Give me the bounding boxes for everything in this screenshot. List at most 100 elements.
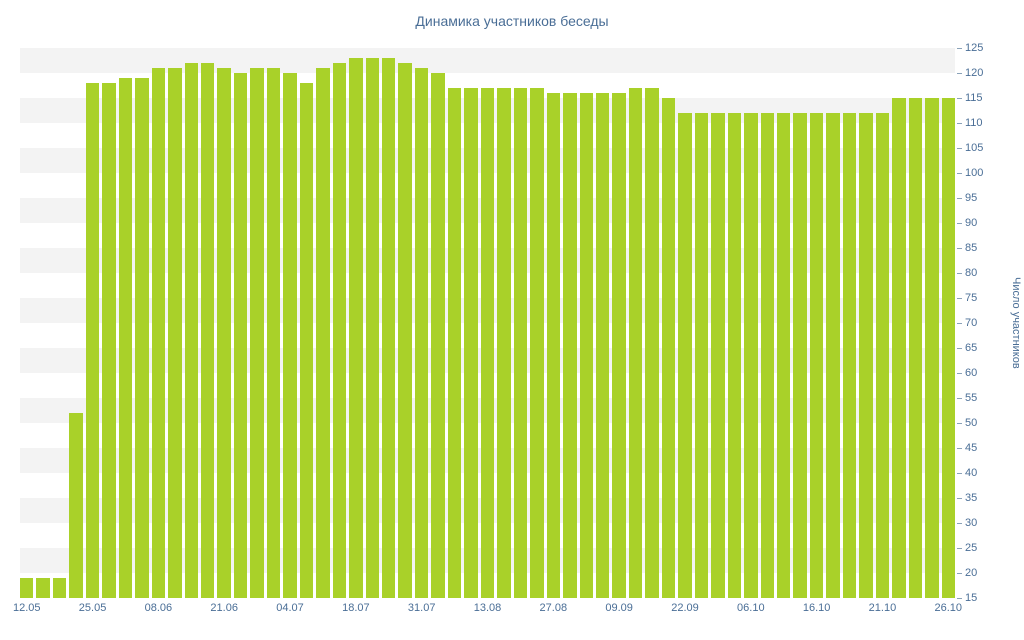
y-tick-mark [957, 573, 962, 574]
x-tick-label: 18.07 [342, 602, 370, 614]
bar[interactable] [349, 58, 363, 598]
bar[interactable] [36, 578, 50, 598]
bar[interactable] [579, 93, 593, 598]
bar[interactable] [727, 113, 742, 598]
y-tick-mark [957, 498, 962, 499]
bar[interactable] [299, 83, 314, 598]
bar[interactable] [464, 88, 478, 598]
y-tick-mark [957, 423, 962, 424]
x-tick-label: 13.08 [473, 602, 502, 614]
x-tick-label: 12.05 [12, 602, 41, 614]
bar[interactable] [431, 73, 445, 598]
bar[interactable] [809, 113, 824, 598]
bar[interactable] [233, 73, 248, 598]
bar[interactable] [892, 98, 906, 598]
bar[interactable] [497, 88, 511, 598]
y-tick-mark [957, 473, 962, 474]
bar[interactable] [776, 113, 791, 598]
y-tick-label: 70 [965, 317, 978, 329]
y-tick-mark [957, 598, 962, 599]
y-tick-label: 85 [965, 242, 978, 254]
x-tick-label: 21.10 [868, 602, 897, 614]
bar[interactable] [546, 93, 561, 598]
y-tick-mark [957, 73, 962, 74]
bar[interactable] [859, 113, 873, 598]
x-tick-label: 21.06 [210, 602, 238, 614]
bar[interactable] [217, 68, 231, 598]
bar[interactable] [201, 63, 215, 598]
bar[interactable] [661, 98, 676, 598]
y-tick-label: 95 [965, 192, 978, 204]
bar[interactable] [168, 68, 182, 598]
y-tick-label: 75 [965, 292, 978, 304]
y-tick-mark [957, 123, 962, 124]
y-tick-label: 125 [965, 42, 984, 54]
bar[interactable] [925, 98, 939, 598]
bar[interactable] [875, 113, 890, 598]
y-tick-label: 110 [965, 117, 983, 129]
bar[interactable] [447, 88, 462, 598]
bar[interactable] [760, 113, 774, 598]
y-tick-label: 115 [965, 92, 983, 104]
y-axis-title: Число участников [1010, 277, 1022, 369]
bar[interactable] [69, 413, 83, 598]
bar[interactable] [678, 113, 692, 598]
x-tick-label: 25.05 [78, 602, 107, 614]
x-tick-label: 16.10 [802, 602, 831, 614]
bar[interactable] [135, 78, 149, 598]
bar[interactable] [283, 73, 297, 598]
bar[interactable] [480, 88, 495, 598]
bar[interactable] [20, 578, 34, 598]
bar[interactable] [85, 83, 100, 598]
bar[interactable] [842, 113, 857, 598]
y-tick-label: 60 [965, 367, 978, 379]
y-tick-label: 25 [965, 542, 978, 554]
x-tick-label: 31.07 [407, 602, 436, 614]
y-tick-label: 100 [965, 167, 984, 179]
bar[interactable] [628, 88, 643, 598]
bar[interactable] [102, 83, 116, 598]
bar[interactable] [184, 63, 198, 598]
y-tick-label: 20 [965, 567, 978, 579]
bar[interactable] [612, 93, 626, 598]
bar[interactable] [694, 113, 709, 598]
bar[interactable] [398, 63, 412, 598]
y-tick-mark [957, 398, 962, 399]
bar[interactable] [645, 88, 659, 598]
bar[interactable] [563, 93, 577, 598]
bar[interactable] [793, 113, 807, 598]
bar[interactable] [908, 98, 923, 598]
plot-area [20, 48, 955, 598]
bar[interactable] [365, 58, 380, 598]
bar[interactable] [151, 68, 166, 598]
y-tick-label: 120 [965, 67, 984, 79]
y-tick-label: 105 [965, 142, 984, 154]
bar[interactable] [332, 63, 347, 598]
bar[interactable] [250, 68, 264, 598]
bar[interactable] [941, 98, 955, 598]
bar[interactable] [711, 113, 725, 598]
y-tick-label: 40 [965, 467, 978, 479]
y-tick-label: 15 [965, 592, 978, 604]
y-tick-mark [957, 98, 962, 99]
bar[interactable] [826, 113, 840, 598]
y-tick-mark [957, 548, 962, 549]
bar[interactable] [744, 113, 758, 598]
bar[interactable] [316, 68, 330, 598]
y-tick-mark [957, 48, 962, 49]
y-tick-mark [957, 298, 962, 299]
y-tick-mark [957, 173, 962, 174]
bar[interactable] [52, 578, 67, 598]
x-tick-label: 27.08 [539, 602, 568, 614]
bar[interactable] [118, 78, 133, 598]
bar[interactable] [266, 68, 281, 598]
bar[interactable] [530, 88, 544, 598]
x-tick-label: 26.10 [934, 602, 963, 614]
y-tick-mark [957, 273, 962, 274]
bar[interactable] [595, 93, 610, 598]
bar[interactable] [414, 68, 429, 598]
bar[interactable] [513, 88, 528, 598]
y-tick-label: 30 [965, 517, 978, 529]
bar[interactable] [382, 58, 396, 598]
y-tick-label: 90 [965, 217, 978, 229]
